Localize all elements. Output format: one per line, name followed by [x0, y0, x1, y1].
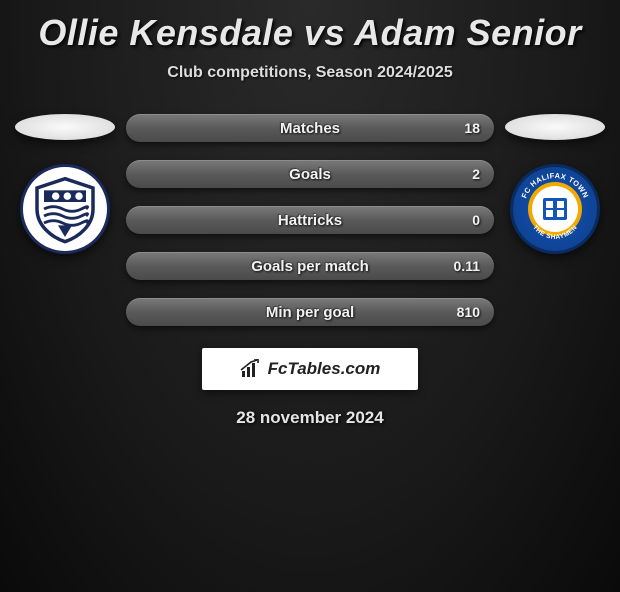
stat-row: Min per goal 810: [126, 298, 494, 326]
branding-badge: FcTables.com: [202, 348, 418, 390]
stat-value-right: 0.11: [454, 258, 480, 274]
stat-value-right: 2: [472, 166, 480, 182]
stat-value-right: 18: [464, 120, 480, 136]
southend-crest-icon: [20, 164, 110, 254]
stat-row: Goals 2: [126, 160, 494, 188]
player-left-column: [10, 114, 120, 254]
branding-label: FcTables.com: [268, 359, 381, 379]
date-label: 28 november 2024: [0, 408, 620, 428]
page-title: Ollie Kensdale vs Adam Senior: [0, 12, 620, 54]
player-left-oval: [15, 114, 115, 140]
halifax-top-text: FC HALIFAX TOWN: [519, 171, 590, 199]
svg-text:THE SHAYMEN: THE SHAYMEN: [531, 224, 579, 241]
stat-value-right: 810: [457, 304, 480, 320]
halifax-bottom-text: THE SHAYMEN: [531, 224, 579, 241]
stat-row: Goals per match 0.11: [126, 252, 494, 280]
page-subtitle: Club competitions, Season 2024/2025: [0, 64, 620, 82]
stats-list: Matches 18 Goals 2 Hattricks 0 Goals per match…: [120, 114, 500, 326]
stat-label: Hattricks: [278, 212, 342, 229]
stat-label: Goals: [289, 166, 331, 183]
halifax-crest-icon: FC HALIFAX TOWN THE SHAYMEN: [510, 164, 600, 254]
stat-label: Matches: [280, 120, 340, 137]
player-right-column: FC HALIFAX TOWN THE SHAYMEN: [500, 114, 610, 254]
bar-chart-icon: [240, 359, 262, 379]
stat-row: Hattricks 0: [126, 206, 494, 234]
svg-text:FC HALIFAX TOWN: FC HALIFAX TOWN: [519, 171, 590, 199]
stat-label: Min per goal: [266, 304, 354, 321]
stat-value-right: 0: [472, 212, 480, 228]
stat-label: Goals per match: [251, 258, 369, 275]
player-right-oval: [505, 114, 605, 140]
stat-row: Matches 18: [126, 114, 494, 142]
comparison-panel: Matches 18 Goals 2 Hattricks 0 Goals per match…: [0, 114, 620, 326]
